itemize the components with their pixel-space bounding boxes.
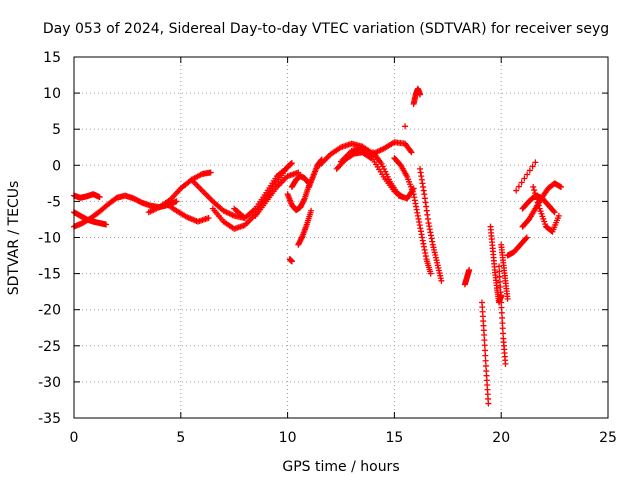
- data-point: [523, 234, 530, 241]
- data-point: [407, 148, 414, 155]
- data-point: [466, 266, 473, 273]
- y-tick-label: 0: [52, 158, 61, 174]
- data-point: [482, 357, 489, 364]
- data-point: [524, 171, 531, 178]
- data-point: [526, 167, 533, 174]
- data-point: [498, 309, 505, 316]
- data-point: [498, 304, 505, 311]
- x-tick-label: 5: [176, 430, 185, 446]
- data-point: [205, 215, 212, 222]
- data-point: [417, 91, 424, 98]
- y-tick-label: -20: [38, 303, 61, 319]
- data-point: [504, 295, 511, 302]
- data-point: [518, 179, 525, 186]
- data-point: [499, 314, 506, 321]
- data-point: [496, 273, 503, 280]
- data-point: [521, 175, 528, 182]
- data-point: [402, 123, 409, 130]
- x-tick-label: 15: [385, 430, 403, 446]
- data-point: [532, 190, 539, 197]
- data-point: [529, 163, 536, 170]
- data-point: [513, 187, 520, 194]
- data-point: [534, 199, 541, 206]
- data-point: [532, 159, 539, 166]
- x-axis-label: GPS time / hours: [282, 459, 399, 475]
- data-point: [550, 208, 557, 215]
- data-point: [482, 347, 489, 354]
- data-point: [515, 183, 522, 190]
- data-point: [295, 169, 302, 176]
- data-point: [499, 325, 506, 332]
- y-tick-label: 10: [43, 86, 61, 102]
- data-point: [533, 196, 540, 203]
- data-point: [531, 187, 538, 194]
- data-point: [497, 294, 504, 301]
- y-tick-label: -25: [38, 339, 61, 355]
- y-tick-label: -15: [38, 267, 61, 283]
- data-point: [497, 284, 504, 291]
- data-point: [481, 342, 488, 349]
- data-point: [496, 263, 503, 270]
- data-point: [482, 362, 489, 369]
- data-point: [532, 193, 539, 200]
- data-point: [284, 164, 291, 171]
- data-point: [551, 209, 558, 216]
- data-point: [496, 268, 503, 275]
- data-point: [530, 183, 537, 190]
- y-axis-label: SDTVAR / TECUs: [6, 181, 22, 296]
- data-point: [173, 198, 180, 205]
- data-point: [500, 330, 507, 337]
- x-tick-label: 0: [70, 430, 79, 446]
- data-point: [485, 400, 492, 407]
- data-point: [308, 207, 315, 214]
- y-tick-label: -30: [38, 375, 61, 391]
- data-point: [497, 289, 504, 296]
- data-point: [502, 360, 509, 367]
- data-point: [207, 169, 214, 176]
- y-tick-label: 15: [43, 50, 61, 66]
- data-point: [103, 221, 110, 228]
- data-point: [482, 352, 489, 359]
- data-point: [498, 299, 505, 306]
- data-point: [535, 202, 542, 209]
- chart-title: Day 053 of 2024, Sidereal Day-to-day VTE…: [43, 21, 609, 37]
- x-tick-label: 25: [599, 430, 617, 446]
- x-axis-ticks: 0 5 10 15 20 25: [70, 57, 617, 446]
- data-point: [288, 258, 295, 265]
- data-point: [555, 212, 562, 219]
- data-point: [522, 235, 529, 242]
- y-tick-label: -10: [38, 231, 61, 247]
- data-point: [481, 331, 488, 338]
- data-point: [408, 149, 415, 156]
- y-tick-label: 5: [52, 122, 61, 138]
- data-point: [427, 270, 434, 277]
- x-tick-label: 20: [492, 430, 510, 446]
- data-points: [71, 85, 565, 407]
- data-point: [438, 277, 445, 284]
- data-point: [288, 160, 295, 167]
- y-axis-ticks: 15 10 5 0 -5 -10 -15 -20 -25 -30 -35: [38, 50, 608, 427]
- data-point: [496, 278, 503, 285]
- y-tick-label: -5: [47, 194, 61, 210]
- grid-lines: [74, 57, 608, 418]
- data-point: [499, 320, 506, 327]
- x-tick-label: 10: [279, 430, 297, 446]
- data-point: [558, 183, 565, 190]
- data-point: [96, 194, 103, 201]
- y-tick-label: -35: [38, 411, 61, 427]
- data-point: [481, 337, 488, 344]
